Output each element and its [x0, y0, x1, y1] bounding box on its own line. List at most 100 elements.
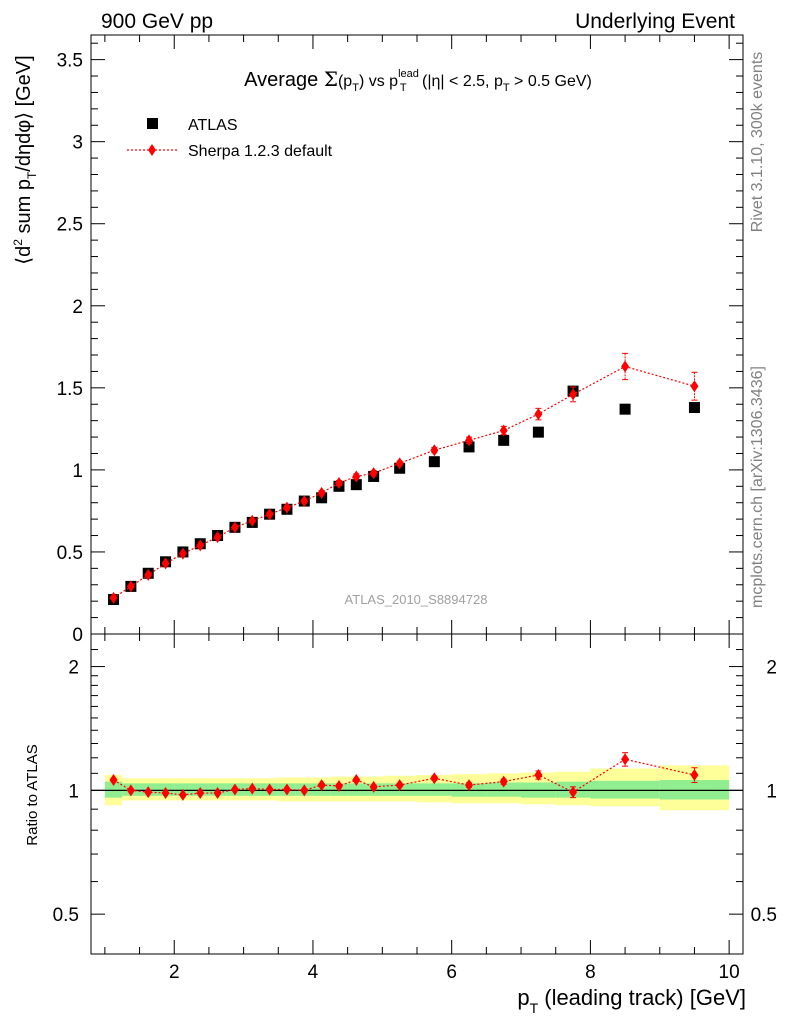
sherpa-point	[430, 444, 439, 457]
main-grid-ticks	[91, 35, 743, 635]
atlas-point	[688, 402, 700, 414]
ratio-y-tick-label-right: 1	[766, 781, 777, 802]
sherpa-point	[569, 388, 578, 401]
sherpa-ratio-point	[230, 783, 239, 796]
main-ylabel: ⟨d2 sum pT/dηdφ⟩ [GeV]	[11, 55, 39, 264]
sherpa-ratio-point	[499, 775, 508, 788]
green-band-segment	[486, 782, 522, 797]
ratio-y-tick-label: 1	[68, 781, 79, 802]
green-band-segment	[590, 780, 660, 799]
ratio-y-tick-label-right: 0.5	[751, 905, 777, 926]
main-ytick-labels: 0 0.5 1 1.5 2 2.5 3 3.5	[57, 51, 83, 646]
y-tick-label: 3	[72, 133, 83, 154]
sherpa-ratio-point	[395, 779, 404, 792]
main-title: Average Σ(pT) vs plead T (|η| < 2.5, pT >…	[244, 67, 592, 94]
sherpa-point	[465, 434, 474, 447]
sherpa-point	[395, 457, 404, 470]
sherpa-point	[265, 508, 274, 521]
atlas-point	[532, 426, 544, 438]
y-tick-label: 3.5	[57, 51, 83, 72]
sherpa-ratio-point	[430, 772, 439, 785]
sherpa-ratio-point	[369, 780, 378, 793]
green-band-segment	[347, 783, 365, 796]
sherpa-ratio-point	[534, 768, 543, 781]
title-cuts-a: (|η| < 2.5, p	[418, 73, 503, 90]
ratio-y-tick-label: 2	[68, 658, 79, 679]
title-sigma-sub: T	[352, 82, 359, 94]
analysis-watermark: ATLAS_2010_S8894728	[345, 592, 488, 607]
legend-sherpa-label: Sherpa 1.2.3 default	[188, 143, 333, 160]
sherpa-ratio-point	[109, 773, 118, 786]
sherpa-ratio-point	[569, 786, 578, 799]
y-tick-label: 1.5	[57, 379, 83, 400]
ratio-panel: 0.5 0.5 1 1 2 2 2 4 6 8 10	[53, 633, 777, 983]
ratio-series-layer	[109, 752, 699, 801]
sherpa-point	[334, 477, 343, 490]
sherpa-ratio-point	[621, 753, 630, 766]
y-tick-label: 1	[72, 461, 83, 482]
x-tick-label: 6	[446, 962, 457, 983]
x-tick-label: 10	[719, 962, 740, 983]
sherpa-point	[144, 568, 153, 581]
sherpa-ratio-point	[161, 787, 170, 800]
x-axis-label: pT (leading track) [GeV]	[517, 985, 746, 1016]
sherpa-ratio-point	[465, 779, 474, 792]
xlabel-rest: (leading track) [GeV]	[538, 985, 746, 1010]
sherpa-ratio-point	[213, 787, 222, 800]
sherpa-point	[282, 501, 291, 514]
ratio-ylabel: Ratio to ATLAS	[24, 744, 41, 845]
sherpa-ratio-point	[196, 787, 205, 800]
ylabel-sup: 2	[11, 239, 25, 246]
y-tick-label: 2	[72, 297, 83, 318]
x-tick-label: 4	[308, 962, 319, 983]
xlabel-sub: T	[530, 1000, 539, 1016]
legend-atlas-label: ATLAS	[188, 117, 238, 134]
mcplots-note: mcplots.cern.ch [arXiv:1306.3436]	[749, 366, 766, 608]
sherpa-point	[690, 380, 699, 393]
xtick-labels: 2 4 6 8 10	[169, 962, 740, 983]
title-sigma-close: )	[359, 73, 364, 90]
xlabel-p: p	[517, 985, 529, 1010]
atlas-point	[619, 403, 631, 415]
green-band-segment	[417, 783, 452, 796]
sherpa-ratio-point	[352, 773, 361, 786]
sherpa-point	[352, 470, 361, 483]
ylabel-mid: sum p	[13, 179, 35, 239]
sherpa-line	[113, 365, 695, 599]
atlas-point	[428, 456, 440, 468]
main-series-layer	[108, 352, 700, 606]
sherpa-point	[161, 557, 170, 570]
ratio-ytick-labels: 0.5 0.5 1 1 2 2	[53, 658, 777, 927]
rivet-note: Rivet 3.1.10, 300k events	[749, 52, 766, 233]
sherpa-point	[109, 591, 118, 604]
green-band-segment	[104, 781, 123, 798]
title-cuts-sub: T	[503, 82, 510, 94]
ylabel-sub: T	[25, 171, 39, 179]
title-cuts-b: > 0.5 GeV)	[510, 73, 592, 90]
ratio-y-tick-label: 0.5	[53, 905, 79, 926]
ylabel-open: ⟨d	[13, 246, 35, 265]
x-tick-label: 2	[169, 962, 180, 983]
legend-sherpa-marker	[148, 144, 156, 156]
sherpa-ratio-point	[248, 782, 257, 795]
title-lead-sub: T	[400, 82, 407, 94]
sherpa-ratio-point	[265, 783, 274, 796]
sherpa-point	[196, 539, 205, 552]
y-tick-label: 2.5	[57, 215, 83, 236]
sherpa-ratio-point	[300, 784, 309, 797]
sherpa-point	[178, 547, 187, 560]
sherpa-point	[126, 580, 135, 593]
header-left: 900 GeV pp	[101, 10, 213, 33]
sherpa-ratio-point	[690, 768, 699, 781]
sherpa-point	[300, 495, 309, 508]
ratio-grid-ticks	[91, 634, 743, 954]
sherpa-point	[369, 467, 378, 480]
sherpa-point	[213, 531, 222, 544]
sherpa-ratio-point	[317, 779, 326, 792]
sherpa-ratio-point	[126, 784, 135, 797]
sherpa-point	[248, 514, 257, 527]
main-panel: 00.511.522.533.5 Average Σ(pT) vs plead T…	[57, 34, 744, 646]
atlas-point	[350, 479, 362, 491]
sherpa-ratio-point	[178, 788, 187, 801]
